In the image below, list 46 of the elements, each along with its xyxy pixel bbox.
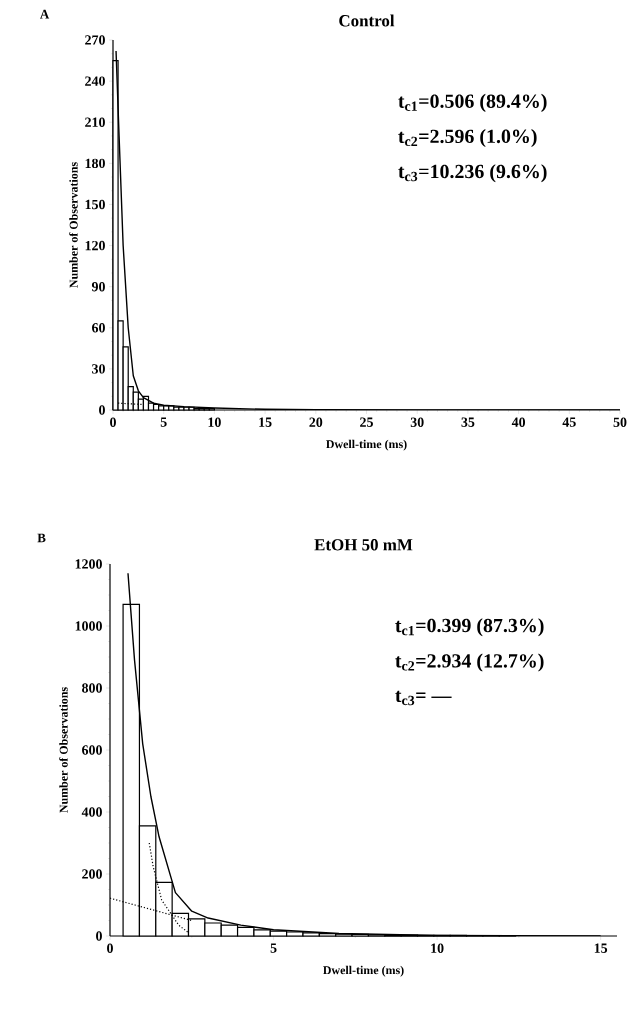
- annotation: t$_{c2}$=2.596 (1.0%): [398, 129, 537, 148]
- y-tick-label: 0: [99, 405, 105, 415]
- x-tick-label: 35: [461, 417, 475, 427]
- x-tick-label: 25: [360, 417, 373, 427]
- x-tick-label: 0: [107, 943, 113, 953]
- y-tick-label: 120: [85, 240, 105, 251]
- y-tick-label: 1200: [75, 559, 102, 569]
- text: B: [37, 533, 46, 543]
- y-tick-label: 400: [81, 807, 102, 817]
- annotation: t$_{c1}$=0.506 (89.4%): [398, 93, 547, 112]
- y-tick-label: 800: [82, 683, 102, 693]
- x-axis-title: Dwell-time (ms): [323, 965, 404, 977]
- x-tick-label: 5: [160, 417, 167, 427]
- annotation: t$_{c1}$=0.399 (87.3%): [395, 618, 544, 637]
- y-tick-label: 180: [85, 158, 105, 169]
- x-tick-label: 50: [613, 417, 627, 427]
- x-tick-label: 5: [270, 943, 277, 953]
- x-tick-label: 10: [431, 943, 444, 953]
- y-tick-label: 30: [92, 364, 105, 374]
- y-tick-label: 1000: [75, 621, 102, 631]
- x-tick-label: 30: [410, 417, 424, 427]
- y-tick-label: 210: [85, 117, 105, 127]
- y-tick-label: 600: [82, 745, 102, 755]
- chart-title: EtOH 50 mM: [314, 539, 413, 551]
- y-tick-label: 240: [85, 76, 105, 86]
- annotation: t$_{c2}$=2.934 (12.7%): [395, 653, 544, 672]
- x-tick-label: 15: [259, 417, 272, 427]
- x-tick-label: 40: [511, 417, 526, 427]
- y-tick-label: 200: [82, 869, 102, 879]
- y-axis-title: Number of Observations: [69, 162, 78, 288]
- x-tick-label: 20: [309, 417, 323, 427]
- x-tick-label: 15: [594, 943, 608, 953]
- annotation: t$_{c3}$=10.236 (9.6%): [398, 164, 547, 183]
- y-axis-title: Number of Observations: [59, 687, 68, 813]
- text: A: [40, 9, 50, 19]
- x-tick-label: 0: [110, 417, 116, 427]
- chart-title: Control: [339, 14, 395, 27]
- y-tick-label: 0: [96, 931, 102, 941]
- y-tick-label: 270: [85, 35, 105, 45]
- y-tick-label: 60: [92, 323, 105, 333]
- annotation: t$_{c3}$= —: [395, 690, 452, 706]
- x-tick-label: 45: [562, 417, 576, 427]
- y-tick-label: 150: [85, 199, 105, 210]
- x-tick-label: 10: [208, 417, 221, 427]
- y-tick-label: 90: [91, 281, 105, 292]
- x-axis-title: Dwell-time (ms): [326, 439, 407, 451]
